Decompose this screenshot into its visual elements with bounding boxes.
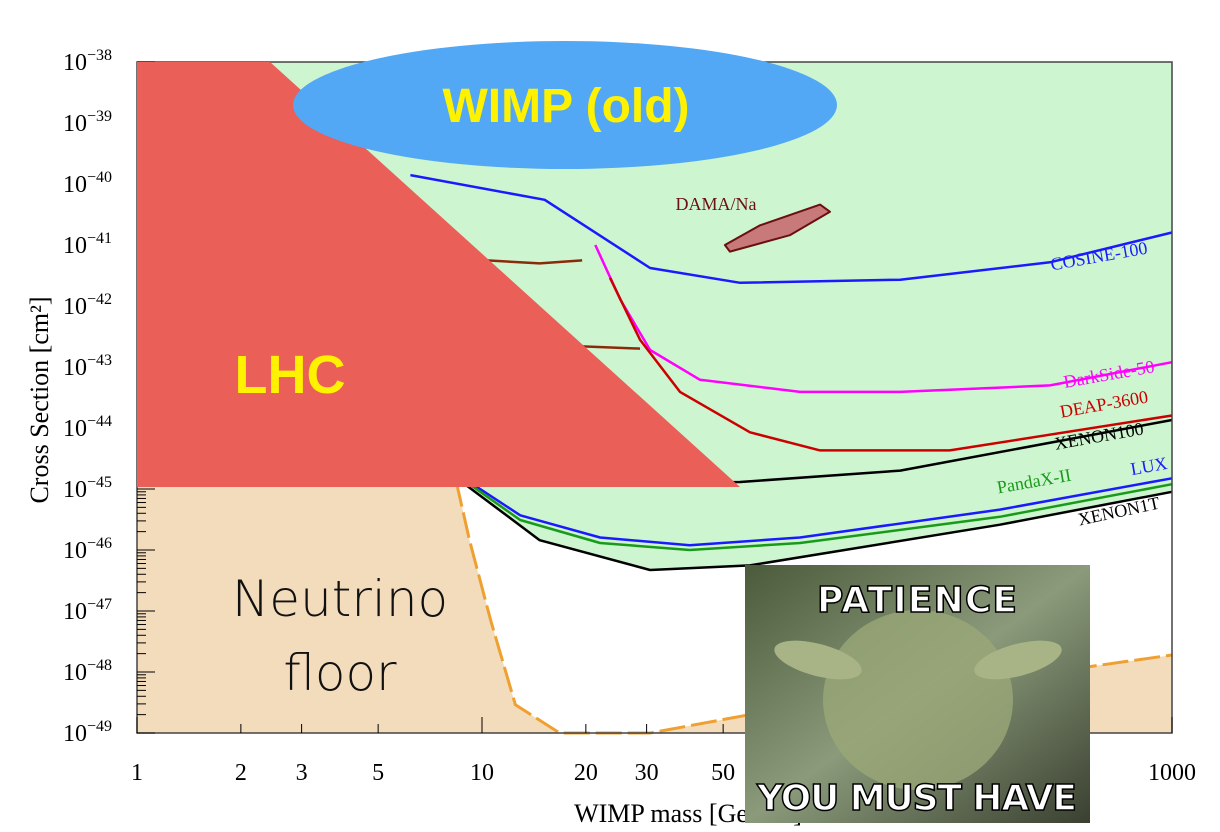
y-tick-label: 10−49: [63, 718, 112, 747]
page: WIMP exclusion plot html, body { margin:…: [0, 0, 1220, 832]
x-tick-label: 20: [574, 760, 598, 786]
x-tick-label: 2: [235, 760, 247, 786]
meme-figure: [823, 610, 1013, 790]
y-tick-label: 10−47: [63, 596, 112, 625]
x-tick-label: 50: [711, 760, 735, 786]
x-tick-label: 10: [470, 760, 494, 786]
x-tick-label: 1000: [1148, 760, 1196, 786]
neutrino-floor-label: Neutrino floor: [190, 562, 490, 710]
y-tick-label: 10−39: [63, 108, 112, 137]
y-tick-label: 10−41: [63, 230, 112, 259]
y-tick-label: 10−46: [63, 535, 112, 564]
y-tick-label: 10−43: [63, 352, 112, 381]
page-body: {"chart_data": { "type": "line", "xlabel…: [0, 0, 1220, 832]
meme-top-text: PATIENCE: [817, 580, 1017, 621]
wimp-label: WIMP (old): [442, 80, 689, 133]
y-tick-label: 10−40: [63, 169, 112, 198]
y-tick-label: 10−42: [63, 291, 112, 320]
x-tick-label: 3: [296, 760, 308, 786]
series-label: DAMA/Na: [676, 194, 757, 214]
y-tick-label: 10−38: [63, 47, 112, 76]
y-tick-label: 10−45: [63, 474, 112, 503]
chart: COSINE-100DarkSide-50DEAP-3600XENON100LU…: [0, 0, 1220, 832]
y-axis-title: Cross Section [cm²]: [25, 296, 54, 503]
y-tick-label: 10−44: [63, 413, 112, 442]
x-tick-label: 1: [131, 760, 143, 786]
x-tick-label: 5: [372, 760, 384, 786]
meme-bottom-text: YOU MUST HAVE: [756, 778, 1077, 819]
x-tick-label: 30: [635, 760, 659, 786]
y-tick-label: 10−48: [63, 657, 112, 686]
lhc-label: LHC: [235, 345, 346, 405]
